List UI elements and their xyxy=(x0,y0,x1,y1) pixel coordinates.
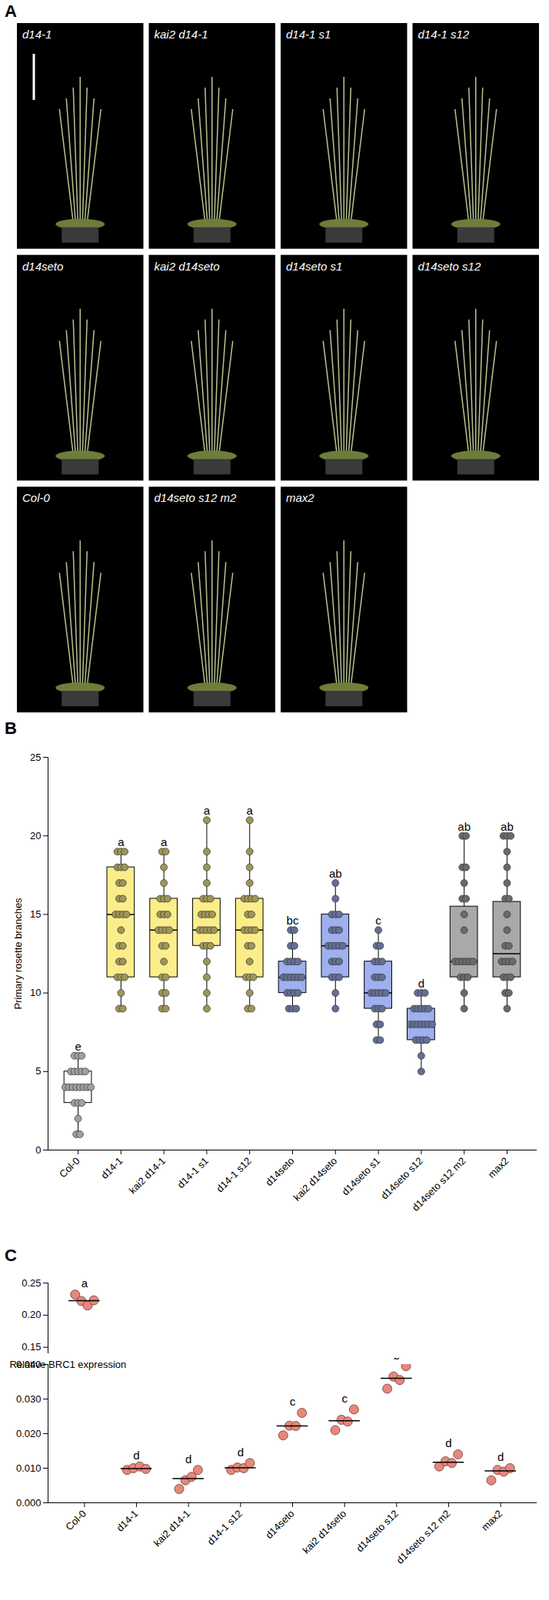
svg-text:Primary rosette branches: Primary rosette branches xyxy=(12,898,24,1011)
svg-text:kai2 d14seto: kai2 d14seto xyxy=(154,259,220,273)
svg-text:d14-1 s12: d14-1 s12 xyxy=(418,27,470,41)
svg-text:max2: max2 xyxy=(485,1155,511,1182)
svg-text:0.020: 0.020 xyxy=(16,1428,42,1441)
svg-text:d14-1: d14-1 xyxy=(113,1508,140,1535)
svg-text:d: d xyxy=(418,977,425,991)
svg-text:kai2 d14seto: kai2 d14seto xyxy=(291,1155,340,1205)
svg-text:c: c xyxy=(289,1395,297,1409)
svg-text:a: a xyxy=(160,835,168,849)
svg-text:Col-0: Col-0 xyxy=(22,491,51,505)
svg-text:d: d xyxy=(497,1450,504,1464)
svg-text:d14-1 s1: d14-1 s1 xyxy=(286,27,331,41)
svg-text:d14seto s1: d14seto s1 xyxy=(286,259,343,273)
svg-text:d14-1: d14-1 xyxy=(98,1155,125,1182)
html-text:B: B xyxy=(4,718,17,739)
svg-text:a: a xyxy=(246,804,254,818)
svg-text:c: c xyxy=(341,1392,348,1406)
svg-text:max2: max2 xyxy=(286,491,315,505)
svg-text:A: A xyxy=(4,1,17,21)
svg-text:a: a xyxy=(117,835,125,849)
svg-text:kai2 d14-1: kai2 d14-1 xyxy=(126,1155,169,1198)
svg-text:d: d xyxy=(133,1449,140,1463)
svg-text:15: 15 xyxy=(29,908,41,921)
svg-text:ab: ab xyxy=(329,867,343,881)
svg-text:d14seto s12 m2: d14seto s12 m2 xyxy=(409,1155,469,1215)
svg-text:0.25: 0.25 xyxy=(21,1277,41,1290)
svg-text:d14seto s12 m2: d14seto s12 m2 xyxy=(394,1508,453,1568)
svg-text:bc: bc xyxy=(286,914,300,928)
svg-text:ab: ab xyxy=(500,820,514,834)
svg-text:d14seto s12: d14seto s12 xyxy=(353,1508,401,1556)
svg-text:Col-0: Col-0 xyxy=(56,1155,83,1182)
svg-text:a: a xyxy=(203,804,211,818)
svg-text:d14seto s12 m2: d14seto s12 m2 xyxy=(154,491,237,505)
svg-text:d14seto s1: d14seto s1 xyxy=(339,1155,383,1199)
svg-text:a: a xyxy=(81,1277,89,1291)
svg-text:kai2 d14-1: kai2 d14-1 xyxy=(154,27,209,41)
svg-text:d: d xyxy=(445,1437,452,1451)
svg-text:ab: ab xyxy=(457,820,471,834)
html-text:C: C xyxy=(4,1246,17,1266)
svg-text:25: 25 xyxy=(29,751,41,764)
svg-text:d14-1 s12: d14-1 s12 xyxy=(213,1155,253,1195)
svg-text:d14seto: d14seto xyxy=(22,259,64,273)
svg-text:d14seto: d14seto xyxy=(262,1508,297,1542)
svg-text:d14seto: d14seto xyxy=(262,1155,297,1189)
svg-text:d14-1 s12: d14-1 s12 xyxy=(204,1508,244,1548)
svg-text:max2: max2 xyxy=(479,1508,505,1534)
svg-text:0.000: 0.000 xyxy=(16,1497,42,1510)
svg-text:20: 20 xyxy=(29,830,41,842)
svg-text:d14seto s12: d14seto s12 xyxy=(378,1155,426,1203)
svg-text:10: 10 xyxy=(29,987,41,999)
svg-text:0.20: 0.20 xyxy=(21,1309,41,1321)
svg-text:d14-1 s1: d14-1 s1 xyxy=(175,1155,211,1192)
svg-text:d: d xyxy=(185,1453,192,1467)
svg-text:e: e xyxy=(74,1040,81,1054)
svg-text:0: 0 xyxy=(35,1144,41,1157)
svg-text:5: 5 xyxy=(35,1065,41,1078)
svg-text:d: d xyxy=(237,1446,244,1460)
svg-text:Relative BRC1 expression: Relative BRC1 expression xyxy=(9,1359,127,1371)
svg-text:kai2 d14seto: kai2 d14seto xyxy=(299,1508,349,1558)
svg-text:Col-0: Col-0 xyxy=(63,1508,89,1534)
svg-text:0.030: 0.030 xyxy=(16,1394,42,1406)
svg-text:kai2 d14-1: kai2 d14-1 xyxy=(151,1508,193,1551)
svg-text:0.15: 0.15 xyxy=(21,1341,41,1354)
svg-text:b: b xyxy=(393,1358,400,1363)
svg-text:d14-1: d14-1 xyxy=(22,27,52,41)
svg-text:c: c xyxy=(375,914,382,928)
svg-text:d14seto s12: d14seto s12 xyxy=(418,259,482,273)
svg-text:0.010: 0.010 xyxy=(16,1463,42,1475)
